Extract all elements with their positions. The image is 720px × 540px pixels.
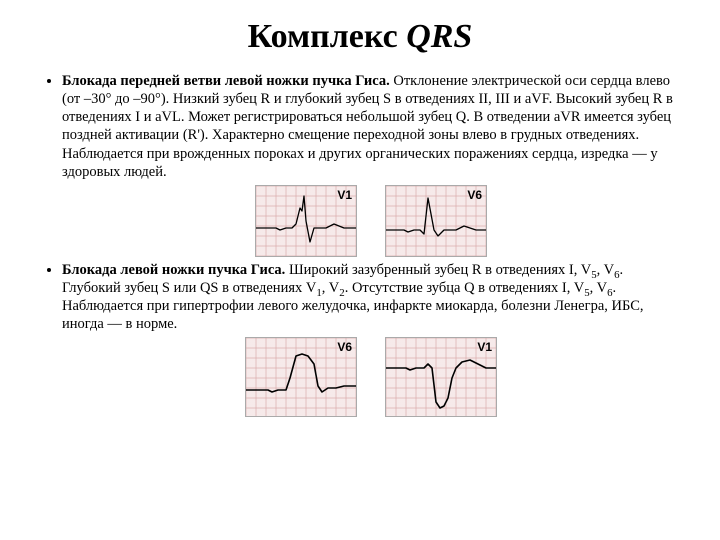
bullet-lead: Блокада левой ножки пучка Гиса. <box>62 262 285 278</box>
ecg-lead-label: V6 <box>467 188 482 203</box>
bullet-item: Блокада левой ножки пучка Гиса. Широкий … <box>62 261 680 418</box>
ecg-lead-label: V6 <box>337 340 352 355</box>
bullet-list: Блокада передней ветви левой ножки пучка… <box>40 72 680 417</box>
page-title: Комплекс QRS <box>40 18 680 56</box>
ecg-panel: V1 <box>385 337 497 417</box>
ecg-lead-label: V1 <box>477 340 492 355</box>
ecg-lead-label: V1 <box>337 188 352 203</box>
ecg-panel: V6 <box>385 185 487 257</box>
bullet-lead: Блокада передней ветви левой ножки пучка… <box>62 73 390 89</box>
figure-row-2: V6 V1 <box>62 337 680 417</box>
figure-row-1: V1 V6 <box>62 185 680 257</box>
title-italic: QRS <box>406 18 472 55</box>
ecg-panel: V1 <box>255 185 357 257</box>
ecg-panel: V6 <box>245 337 357 417</box>
bullet-item: Блокада передней ветви левой ножки пучка… <box>62 72 680 257</box>
title-plain: Комплекс <box>248 18 407 55</box>
